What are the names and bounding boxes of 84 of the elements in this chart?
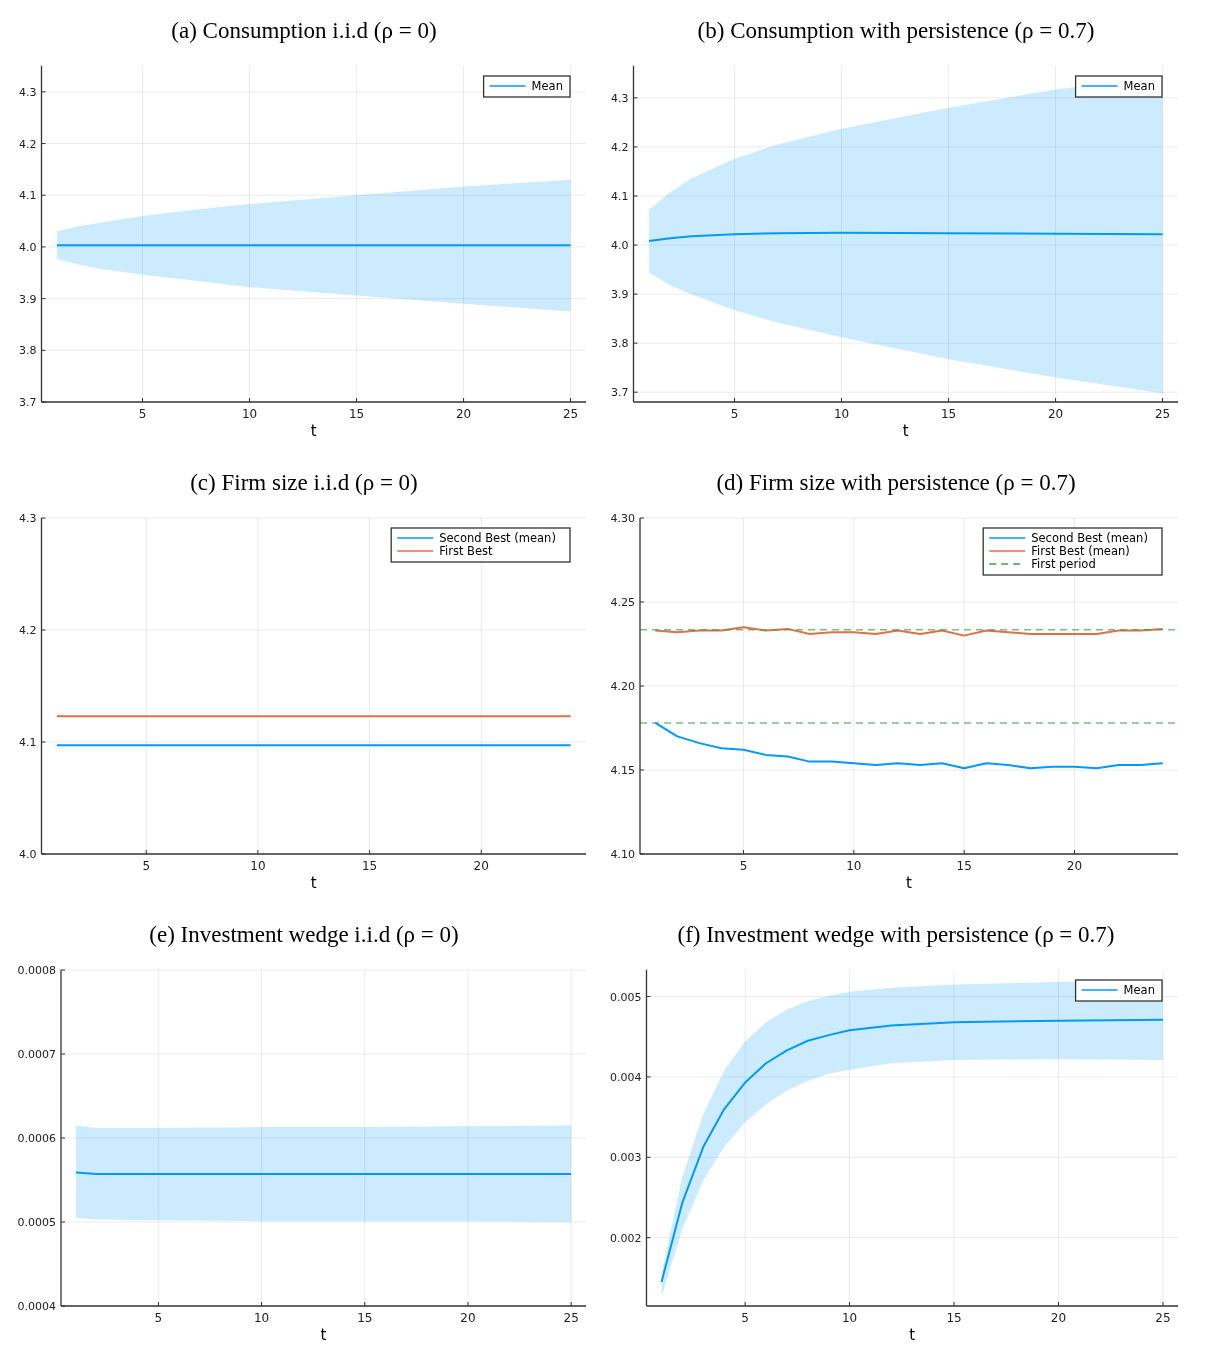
chart-title: (b) Consumption with persistence (ρ = 0.7): [697, 18, 1095, 43]
legend-label: Mean: [1123, 983, 1155, 997]
chart-title: (f) Investment wedge with persistence (ρ = 0.7): [677, 922, 1115, 947]
y-tick-label: 4.2: [611, 140, 629, 154]
x-tick-label: 20: [460, 1311, 476, 1325]
y-tick-label: 4.0: [611, 239, 629, 253]
x-tick-label: 5: [154, 1311, 163, 1325]
x-tick-label: 25: [563, 1311, 579, 1325]
x-axis-title: t: [320, 1326, 327, 1344]
x-tick-label: 10: [846, 859, 862, 873]
y-tick-label: 4.30: [610, 512, 635, 525]
y-tick-label: 0.003: [610, 1151, 642, 1165]
x-axis-title: t: [909, 1326, 916, 1344]
y-tick-label: 0.0008: [17, 964, 56, 977]
legend-label: First Best: [439, 544, 494, 558]
y-tick-label: 4.1: [611, 189, 629, 203]
x-axis-title: t: [310, 422, 317, 440]
x-tick-label: 15: [946, 1311, 962, 1325]
y-tick-label: 0.0007: [17, 1048, 56, 1061]
x-tick-label: 5: [741, 1311, 749, 1325]
x-tick-label: 15: [956, 859, 972, 873]
x-tick-label: 10: [833, 407, 850, 421]
x-tick-label: 10: [250, 859, 266, 873]
legend-label: Second Best (mean): [439, 531, 556, 545]
legend-label: Second Best (mean): [1031, 531, 1148, 545]
x-tick-label: 15: [357, 1311, 373, 1325]
y-tick-label: 3.8: [611, 337, 629, 351]
y-tick-label: 4.10: [610, 848, 635, 861]
legend-label: Mean: [531, 79, 563, 93]
x-tick-label: 20: [1050, 1311, 1067, 1325]
y-tick-label: 4.2: [19, 624, 37, 637]
y-tick-label: 4.1: [19, 736, 37, 749]
y-tick-label: 4.3: [611, 91, 629, 105]
y-tick-label: 3.8: [19, 344, 37, 358]
x-tick-label: 5: [138, 407, 147, 421]
legend-label: Mean: [1123, 79, 1155, 93]
y-tick-label: 4.3: [19, 85, 37, 99]
line-series: [647, 231, 1164, 243]
chart-title: (a) Consumption i.i.d (ρ = 0): [171, 18, 437, 43]
x-tick-label: 15: [348, 407, 365, 421]
line-series: [660, 1018, 1164, 1283]
chart-title: (d) Firm size with persistence (ρ = 0.7): [716, 470, 1076, 495]
x-axis-title: t: [310, 874, 317, 892]
y-tick-label: 4.0: [19, 848, 37, 861]
x-tick-label: 20: [473, 859, 489, 873]
x-tick-label: 20: [1047, 407, 1064, 421]
x-tick-label: 15: [940, 407, 957, 421]
y-tick-label: 4.0: [19, 240, 37, 254]
y-tick-label: 0.004: [610, 1070, 642, 1084]
x-tick-label: 5: [730, 407, 739, 421]
x-tick-label: 10: [841, 1311, 858, 1325]
y-tick-label: 3.9: [19, 292, 37, 306]
y-tick-label: 3.7: [19, 396, 37, 409]
x-tick-label: 5: [739, 859, 748, 873]
y-tick-label: 0.002: [610, 1231, 642, 1245]
y-tick-label: 0.0006: [17, 1132, 56, 1145]
x-tick-label: 15: [361, 859, 378, 873]
x-tick-label: 25: [1154, 407, 1171, 421]
x-tick-label: 10: [241, 407, 258, 421]
legend-label: First period: [1031, 557, 1096, 571]
x-tick-label: 25: [1155, 1311, 1171, 1325]
x-tick-label: 10: [253, 1311, 270, 1325]
y-tick-label: 4.1: [19, 189, 37, 203]
x-axis-title: t: [902, 422, 909, 440]
x-axis-title: t: [906, 874, 913, 892]
line-series: [654, 626, 1164, 637]
x-tick-label: 20: [455, 407, 472, 421]
line-series: [654, 721, 1164, 770]
chart-title: (e) Investment wedge i.i.d (ρ = 0): [149, 922, 459, 947]
y-tick-label: 0.0005: [17, 1216, 56, 1229]
y-tick-label: 4.3: [19, 512, 37, 525]
y-tick-label: 4.2: [19, 137, 37, 151]
y-tick-label: 4.20: [610, 680, 635, 693]
y-tick-label: 4.25: [610, 596, 635, 609]
y-tick-label: 3.7: [611, 386, 629, 400]
y-tick-label: 0.0004: [17, 1300, 56, 1313]
y-tick-label: 4.15: [610, 764, 635, 777]
x-tick-label: 5: [142, 859, 151, 873]
legend-label: First Best (mean): [1031, 544, 1130, 558]
x-tick-label: 20: [1066, 859, 1083, 873]
y-tick-label: 3.9: [611, 288, 629, 302]
y-tick-label: 0.005: [610, 990, 642, 1004]
chart-title: (c) Firm size i.i.d (ρ = 0): [190, 470, 418, 495]
x-tick-label: 25: [562, 407, 579, 421]
